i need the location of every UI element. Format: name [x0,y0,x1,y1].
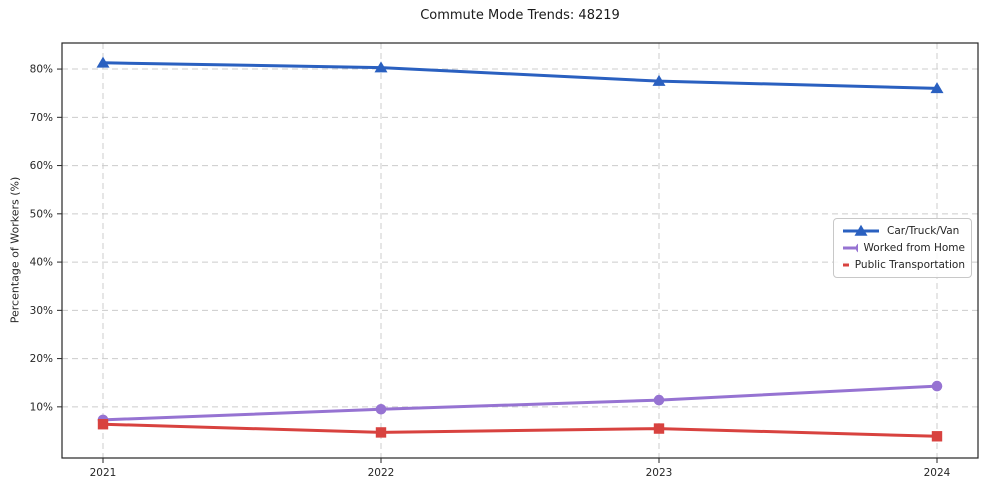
legend-marker-square-icon [843,263,849,267]
chart-title: Commute Mode Trends: 48219 [420,8,620,23]
legend-item-car-truck-van: Car/Truck/Van [841,223,965,239]
legend-marker-circle-icon [843,243,858,252]
legend-item-worked-from-home: Worked from Home [841,240,965,256]
svg-text:2024: 2024 [924,467,951,479]
legend-marker-triangle-icon [843,225,879,237]
svg-text:60%: 60% [30,160,53,172]
svg-text:50%: 50% [30,208,53,220]
svg-text:30%: 30% [30,305,53,317]
legend-label: Public Transportation [854,258,965,271]
svg-text:80%: 80% [30,64,53,76]
svg-text:20%: 20% [30,353,53,365]
svg-text:2022: 2022 [368,467,395,479]
svg-text:70%: 70% [30,112,53,124]
legend: Car/Truck/Van Worked from Home Public Tr… [833,218,972,278]
svg-text:2023: 2023 [646,467,673,479]
legend-label: Worked from Home [863,241,965,254]
svg-text:2021: 2021 [90,467,117,479]
legend-label: Car/Truck/Van [887,225,960,238]
svg-text:40%: 40% [30,257,53,269]
legend-item-public-transportation: Public Transportation [841,257,965,273]
svg-text:10%: 10% [30,401,53,413]
